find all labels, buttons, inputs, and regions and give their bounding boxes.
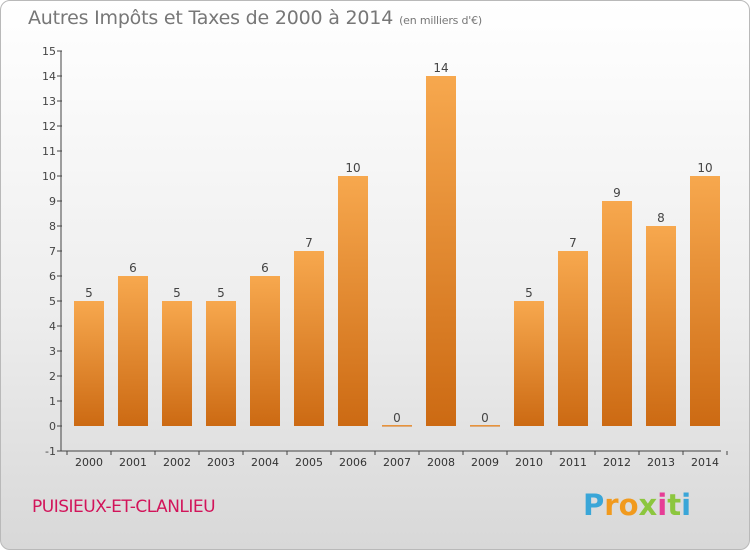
x-tick-label-2006: 2006 — [339, 456, 367, 469]
logo-letter: t — [667, 488, 682, 522]
x-tick-label-2009: 2009 — [471, 456, 499, 469]
y-tick-label: 2 — [49, 370, 56, 383]
y-tick-label: 3 — [49, 345, 56, 358]
x-tick-label-2004: 2004 — [251, 456, 279, 469]
bar-2006 — [338, 176, 368, 426]
bar-2005 — [294, 251, 324, 426]
bar-2000 — [74, 301, 104, 426]
y-tick-label: -1 — [45, 445, 56, 458]
bar-2002 — [162, 301, 192, 426]
bar-2007 — [382, 425, 412, 427]
bar-2008 — [426, 76, 456, 426]
x-tick-label-2003: 2003 — [207, 456, 235, 469]
y-tick-label: 1 — [49, 395, 56, 408]
data-label-2013: 8 — [657, 211, 665, 225]
bar-2009 — [470, 425, 500, 427]
bar-2003 — [206, 301, 236, 426]
data-label-2005: 7 — [305, 236, 313, 250]
chart-title: Autres Impôts et Taxes de 2000 à 2014 (en… — [28, 7, 482, 29]
x-tick-label-2001: 2001 — [119, 456, 147, 469]
x-tick-label-2000: 2000 — [75, 456, 103, 469]
bar-2001 — [118, 276, 148, 426]
logo-letter: i — [681, 488, 692, 522]
data-label-2008: 14 — [433, 61, 448, 75]
y-tick-label: 12 — [42, 120, 56, 133]
chart-title-unit: (en milliers d'€) — [399, 14, 482, 27]
bar-2012 — [602, 201, 632, 426]
logo-letter: P — [583, 488, 605, 522]
data-label-2011: 7 — [569, 236, 577, 250]
x-tick-label-2002: 2002 — [163, 456, 191, 469]
bar-2013 — [646, 226, 676, 426]
data-label-2009: 0 — [481, 411, 489, 425]
data-label-2002: 5 — [173, 286, 181, 300]
chart-bars — [74, 76, 720, 427]
x-tick-label-2005: 2005 — [295, 456, 323, 469]
x-tick-label-2010: 2010 — [515, 456, 543, 469]
y-tick-label: 6 — [49, 270, 56, 283]
data-label-2014: 10 — [697, 161, 712, 175]
data-label-2007: 0 — [393, 411, 401, 425]
data-label-2003: 5 — [217, 286, 225, 300]
bar-2014 — [690, 176, 720, 426]
logo-letter: i — [657, 488, 668, 522]
chart-title-main: Autres Impôts et Taxes de 2000 à 2014 — [28, 7, 394, 29]
x-tick-label-2007: 2007 — [383, 456, 411, 469]
data-label-2012: 9 — [613, 186, 621, 200]
data-label-2000: 5 — [85, 286, 93, 300]
x-tick-label-2013: 2013 — [647, 456, 675, 469]
y-tick-label: 10 — [42, 170, 56, 183]
logo-letter: x — [638, 488, 658, 522]
x-tick-label-2008: 2008 — [427, 456, 455, 469]
chart-x-ticks: 2000 2001 2002 2003 2004 2005 2006 2007 2008 2009… — [66, 451, 728, 469]
y-tick-label: 11 — [42, 145, 56, 158]
y-tick-label: 13 — [42, 95, 56, 108]
data-label-2006: 10 — [345, 161, 360, 175]
proxiti-logo[interactable]: Proxiti — [583, 488, 691, 522]
y-tick-label: 14 — [42, 70, 56, 83]
bar-2004 — [250, 276, 280, 426]
x-tick-label-2011: 2011 — [559, 456, 587, 469]
y-tick-label: 7 — [49, 245, 56, 258]
y-tick-label: 15 — [42, 45, 56, 58]
bar-2011 — [558, 251, 588, 426]
chart-data-labels: 5 6 5 5 6 7 10 0 14 0 5 7 9 8 10 — [85, 61, 712, 425]
y-tick-label: 8 — [49, 220, 56, 233]
y-tick-label: 0 — [49, 420, 56, 433]
y-tick-label: 4 — [49, 320, 56, 333]
data-label-2004: 6 — [261, 261, 269, 275]
logo-letter: r — [604, 488, 619, 522]
data-label-2001: 6 — [129, 261, 137, 275]
x-tick-label-2014: 2014 — [691, 456, 719, 469]
x-tick-label-2012: 2012 — [603, 456, 631, 469]
bar-2010 — [514, 301, 544, 426]
data-label-2010: 5 — [525, 286, 533, 300]
commune-name: PUISIEUX-ET-CLANLIEU — [32, 497, 216, 517]
y-tick-label: 9 — [49, 195, 56, 208]
logo-letter: o — [618, 488, 639, 522]
y-tick-label: 5 — [49, 295, 56, 308]
